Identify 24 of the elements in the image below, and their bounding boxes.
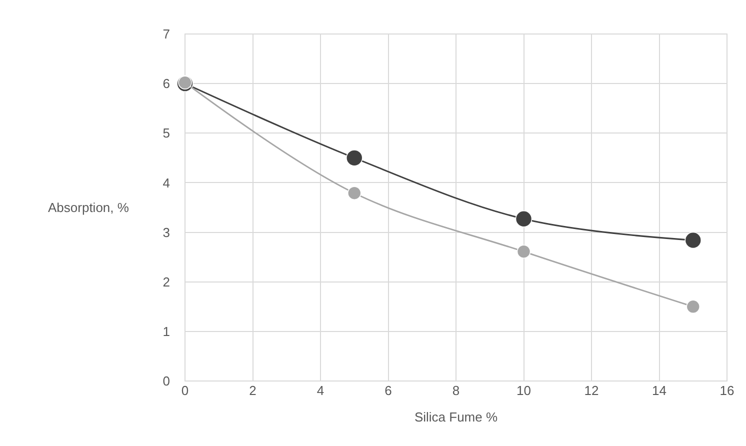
- point: [347, 186, 362, 200]
- x-tick-label: 0: [181, 383, 189, 398]
- y-axis-title: Absorption, %: [48, 200, 130, 215]
- point: [516, 244, 531, 259]
- x-tick-label: 8: [452, 383, 460, 398]
- x-tick-label: 14: [652, 383, 666, 398]
- x-tick-label: 4: [316, 383, 324, 398]
- y-tick-label: 5: [162, 126, 170, 141]
- point: [684, 232, 702, 249]
- x-tick-label: 16: [720, 383, 734, 398]
- y-tick-label: 4: [162, 175, 170, 190]
- point: [686, 300, 700, 314]
- y-tick-label: 7: [162, 26, 170, 42]
- x-tick-label: 2: [249, 383, 256, 398]
- x-tick-label: 12: [584, 383, 599, 398]
- point: [515, 210, 532, 228]
- x-tick-label: 10: [516, 383, 531, 398]
- x-axis-title: Silica Fume %: [414, 410, 498, 425]
- y-tick-label: 3: [162, 224, 170, 240]
- y-tick-label: 6: [162, 76, 170, 92]
- y-tick-label: 2: [162, 274, 170, 290]
- x-tick-label: 6: [384, 383, 392, 398]
- y-tick-label: 1: [162, 324, 170, 339]
- point: [346, 150, 363, 166]
